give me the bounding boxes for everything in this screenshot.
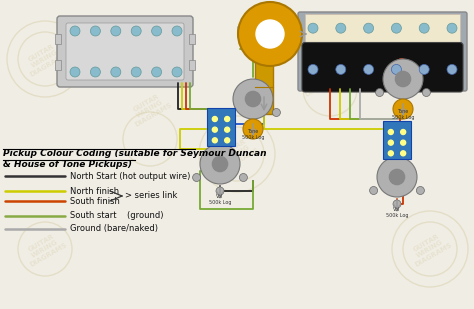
Circle shape bbox=[370, 187, 378, 194]
FancyBboxPatch shape bbox=[66, 23, 184, 80]
Circle shape bbox=[401, 151, 406, 156]
Circle shape bbox=[273, 108, 281, 116]
Circle shape bbox=[401, 129, 406, 134]
Text: GUITAR
WIRING
DIAGRAMS: GUITAR WIRING DIAGRAMS bbox=[407, 230, 453, 268]
Circle shape bbox=[390, 169, 405, 184]
Circle shape bbox=[377, 157, 417, 197]
Text: Vol
500k Log: Vol 500k Log bbox=[386, 207, 408, 218]
Text: & House of Tone Pickups): & House of Tone Pickups) bbox=[3, 160, 132, 169]
Circle shape bbox=[70, 67, 80, 77]
Bar bbox=[189, 60, 195, 70]
Bar bbox=[255, 59, 273, 114]
Text: Pickup Colour Coding (suitable for Seymour Duncan: Pickup Colour Coding (suitable for Seymo… bbox=[3, 149, 266, 158]
Circle shape bbox=[192, 173, 201, 181]
Circle shape bbox=[393, 200, 401, 208]
Text: > series link: > series link bbox=[125, 192, 177, 201]
Circle shape bbox=[91, 26, 100, 36]
Circle shape bbox=[419, 64, 429, 74]
Circle shape bbox=[239, 173, 247, 181]
Circle shape bbox=[388, 129, 393, 134]
Circle shape bbox=[216, 187, 224, 195]
Circle shape bbox=[238, 2, 302, 66]
Text: GUITAR
WIRING
DIAGRAMS: GUITAR WIRING DIAGRAMS bbox=[127, 90, 173, 128]
Bar bbox=[207, 108, 235, 146]
Text: GUITAR
WIRING
DIAGRAMS: GUITAR WIRING DIAGRAMS bbox=[297, 60, 343, 98]
Circle shape bbox=[212, 138, 218, 143]
Circle shape bbox=[172, 67, 182, 77]
Circle shape bbox=[152, 67, 162, 77]
Circle shape bbox=[212, 116, 218, 121]
Bar bbox=[383, 121, 411, 159]
Circle shape bbox=[243, 119, 263, 139]
Bar bbox=[189, 33, 195, 44]
Circle shape bbox=[111, 26, 121, 36]
Circle shape bbox=[256, 20, 284, 48]
Circle shape bbox=[200, 144, 240, 184]
Circle shape bbox=[233, 79, 273, 119]
Circle shape bbox=[308, 64, 318, 74]
Bar bbox=[305, 14, 460, 45]
Circle shape bbox=[131, 67, 141, 77]
Circle shape bbox=[225, 116, 230, 121]
Circle shape bbox=[91, 67, 100, 77]
Text: North Start (hot output wire): North Start (hot output wire) bbox=[70, 171, 191, 180]
Text: Tone
500k Log: Tone 500k Log bbox=[242, 129, 264, 140]
Circle shape bbox=[392, 23, 401, 33]
Circle shape bbox=[388, 151, 393, 156]
Circle shape bbox=[375, 88, 383, 96]
FancyBboxPatch shape bbox=[57, 16, 193, 87]
Circle shape bbox=[131, 26, 141, 36]
Circle shape bbox=[246, 91, 261, 107]
Circle shape bbox=[70, 26, 80, 36]
Circle shape bbox=[225, 127, 230, 132]
Circle shape bbox=[336, 23, 346, 33]
Circle shape bbox=[383, 59, 423, 99]
Circle shape bbox=[388, 140, 393, 145]
Circle shape bbox=[364, 23, 374, 33]
Circle shape bbox=[172, 26, 182, 36]
Circle shape bbox=[111, 67, 121, 77]
Text: North finish: North finish bbox=[70, 187, 119, 196]
Circle shape bbox=[416, 187, 424, 194]
Text: Ground (bare/naked): Ground (bare/naked) bbox=[70, 225, 158, 234]
Bar bbox=[55, 60, 61, 70]
Text: GUITAR
WIRING
DIAGRAMS: GUITAR WIRING DIAGRAMS bbox=[407, 40, 453, 78]
Text: South finish: South finish bbox=[70, 197, 120, 205]
Text: South start    (ground): South start (ground) bbox=[70, 211, 164, 221]
Circle shape bbox=[393, 99, 413, 119]
FancyBboxPatch shape bbox=[298, 12, 467, 91]
Circle shape bbox=[152, 26, 162, 36]
Text: GUITAR
WIRING
DIAGRAMS: GUITAR WIRING DIAGRAMS bbox=[22, 40, 68, 78]
Circle shape bbox=[225, 138, 230, 143]
Text: Tone
500k Log: Tone 500k Log bbox=[392, 109, 414, 120]
Circle shape bbox=[364, 64, 374, 74]
Circle shape bbox=[395, 71, 410, 87]
Circle shape bbox=[447, 64, 457, 74]
FancyBboxPatch shape bbox=[302, 43, 463, 92]
Circle shape bbox=[308, 23, 318, 33]
Circle shape bbox=[392, 64, 401, 74]
Bar bbox=[55, 33, 61, 44]
Circle shape bbox=[226, 108, 234, 116]
Circle shape bbox=[212, 127, 218, 132]
Circle shape bbox=[336, 64, 346, 74]
Circle shape bbox=[249, 122, 257, 130]
Circle shape bbox=[447, 23, 457, 33]
Text: GUITAR
WIRING
DIAGRAMS: GUITAR WIRING DIAGRAMS bbox=[214, 135, 260, 173]
Circle shape bbox=[399, 102, 407, 110]
Text: GUITAR
WIRING
DIAGRAMS: GUITAR WIRING DIAGRAMS bbox=[22, 230, 68, 268]
Text: Vol
500k Log: Vol 500k Log bbox=[209, 194, 231, 205]
Circle shape bbox=[212, 156, 228, 171]
Circle shape bbox=[401, 140, 406, 145]
Circle shape bbox=[419, 23, 429, 33]
Circle shape bbox=[422, 88, 430, 96]
